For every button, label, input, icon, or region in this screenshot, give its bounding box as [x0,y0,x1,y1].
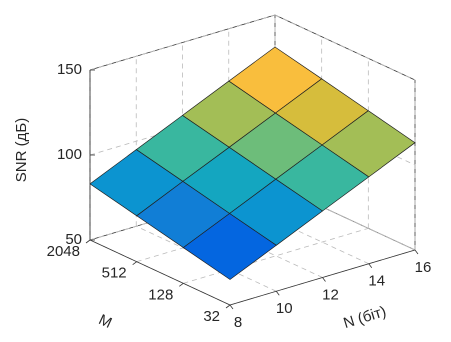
tick-mark [275,291,280,296]
tick-mark [132,261,137,265]
x-tick-label: 14 [368,273,385,290]
x-tick-label: 8 [234,314,242,331]
y-tick-label: 512 [102,265,127,282]
z-tick-label: 150 [57,61,82,78]
x-axis-label: N (біт) [341,303,388,332]
y-axis-label: M [96,311,115,332]
z-axis-label: SNR (дБ) [13,118,30,182]
tick-mark [225,304,231,309]
tick-mark [414,249,419,255]
tick-mark [368,263,373,268]
grid-line [136,225,277,292]
tick-mark [85,239,91,244]
tick-mark [322,277,326,282]
x-tick-label: 12 [322,286,339,303]
grid-line [274,184,416,251]
box-edge [89,14,276,71]
x-tick-label: 10 [276,300,293,317]
surface-cell [182,213,277,280]
tick-mark [229,304,234,310]
axis-line [89,239,231,306]
y-tick-label: 128 [148,286,173,303]
z-tick-label: 50 [65,231,82,248]
y-tick-label: 2048 [47,243,80,260]
tick-mark [179,283,184,287]
y-tick-label: 32 [203,308,220,325]
grid-line [274,14,416,81]
z-tick-label: 100 [57,146,82,163]
x-tick-label: 16 [415,259,432,276]
